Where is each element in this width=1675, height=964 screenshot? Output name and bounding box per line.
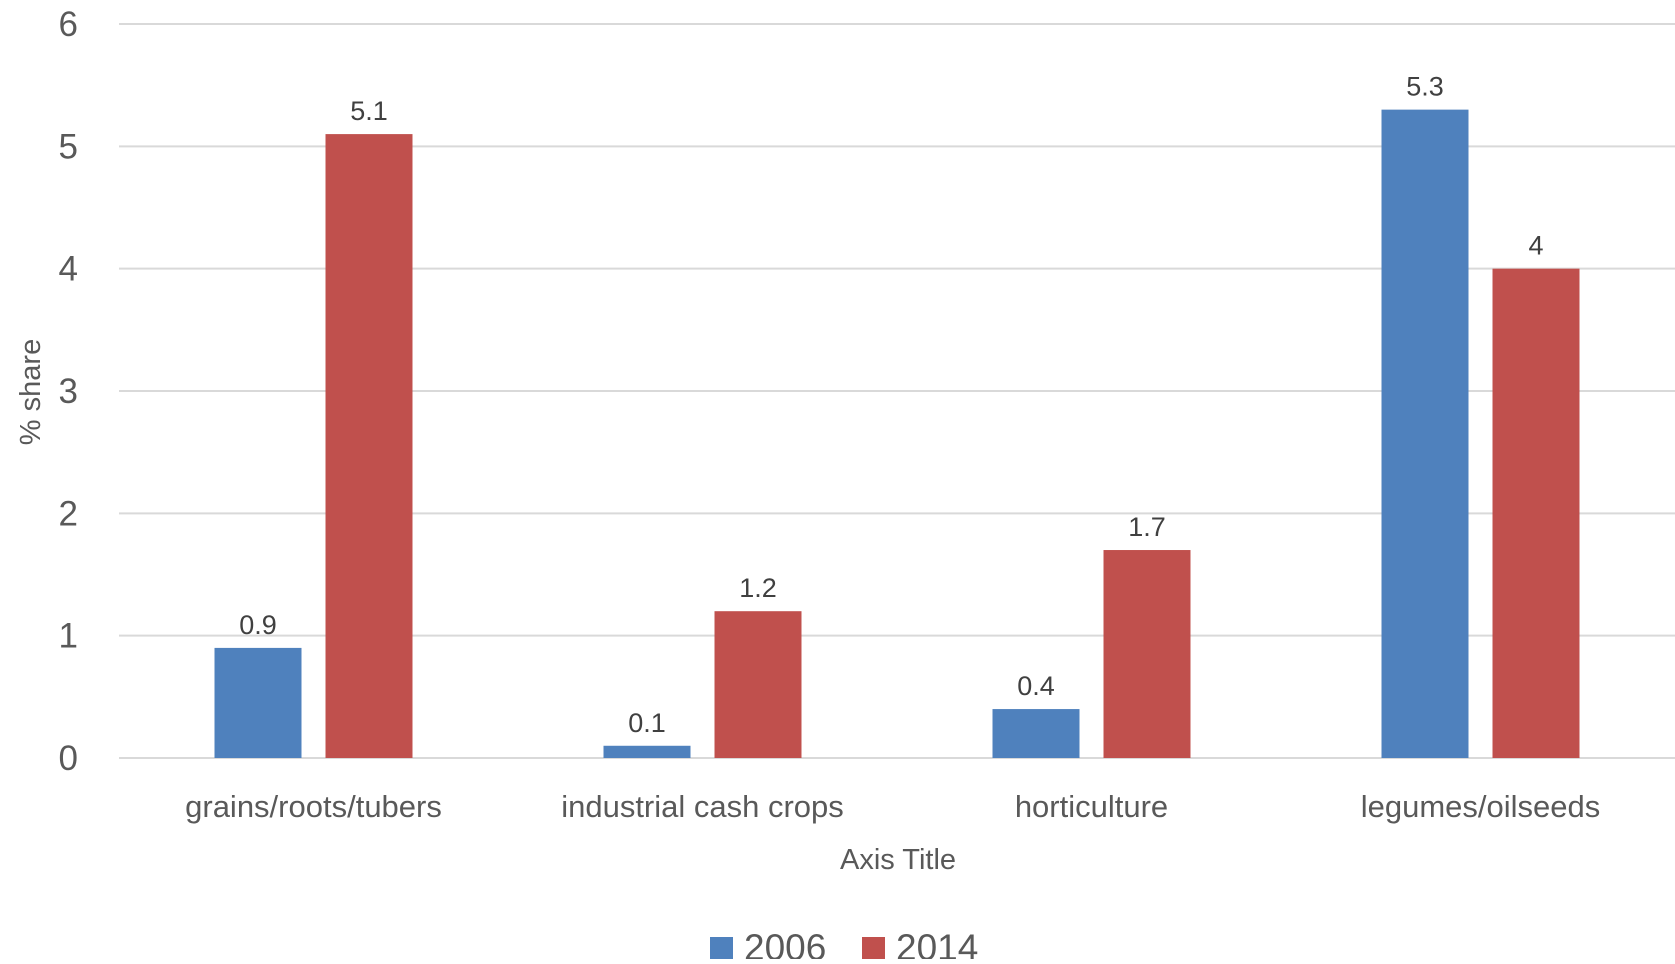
- bar-2014-3: [1492, 268, 1580, 758]
- y-tick-label: 0: [59, 739, 78, 778]
- bar-2014-0: [325, 134, 413, 759]
- data-label: 1.7: [1128, 512, 1166, 542]
- data-label: 5.1: [350, 96, 388, 126]
- bar-2006-1: [603, 745, 691, 758]
- data-label: 5.3: [1406, 72, 1444, 102]
- legend-swatch-2006: [710, 937, 733, 960]
- x-tick-label: horticulture: [1015, 789, 1168, 824]
- y-tick-label: 4: [59, 250, 78, 289]
- bar-2006-3: [1381, 109, 1469, 759]
- bar-2006-0: [214, 647, 302, 758]
- legend-label: 2006: [744, 927, 826, 959]
- legend-swatch-2014: [862, 937, 885, 960]
- x-axis-title: Axis Title: [840, 844, 956, 876]
- y-axis-title: % share: [15, 339, 47, 445]
- bar-2014-1: [714, 611, 802, 758]
- legend-label: 2014: [896, 927, 978, 959]
- y-axis-ticks: 0 1 2 3 4 5 6: [59, 5, 78, 778]
- x-tick-label: legumes/oilseeds: [1361, 789, 1601, 824]
- bar-2014-2: [1103, 550, 1191, 758]
- bars: [214, 109, 1580, 759]
- data-label: 4: [1528, 231, 1543, 261]
- x-tick-label: industrial cash crops: [561, 789, 844, 824]
- data-label: 0.1: [628, 708, 666, 738]
- data-label: 1.2: [739, 573, 777, 603]
- data-label: 0.9: [239, 610, 277, 640]
- data-label: 0.4: [1017, 671, 1055, 701]
- y-tick-label: 3: [59, 372, 78, 411]
- y-tick-label: 1: [59, 617, 78, 656]
- y-tick-label: 6: [59, 5, 78, 44]
- legend: 2006 2014: [710, 927, 978, 964]
- y-tick-label: 2: [59, 494, 78, 533]
- y-tick-label: 5: [59, 127, 78, 166]
- data-labels: 0.9 5.1 0.1 1.2 0.4 1.7 5.3 4: [239, 72, 1543, 738]
- bar-2006-2: [992, 709, 1080, 758]
- x-axis-ticks: grains/roots/tubers industrial cash crops…: [185, 789, 1600, 824]
- x-tick-label: grains/roots/tubers: [185, 789, 442, 824]
